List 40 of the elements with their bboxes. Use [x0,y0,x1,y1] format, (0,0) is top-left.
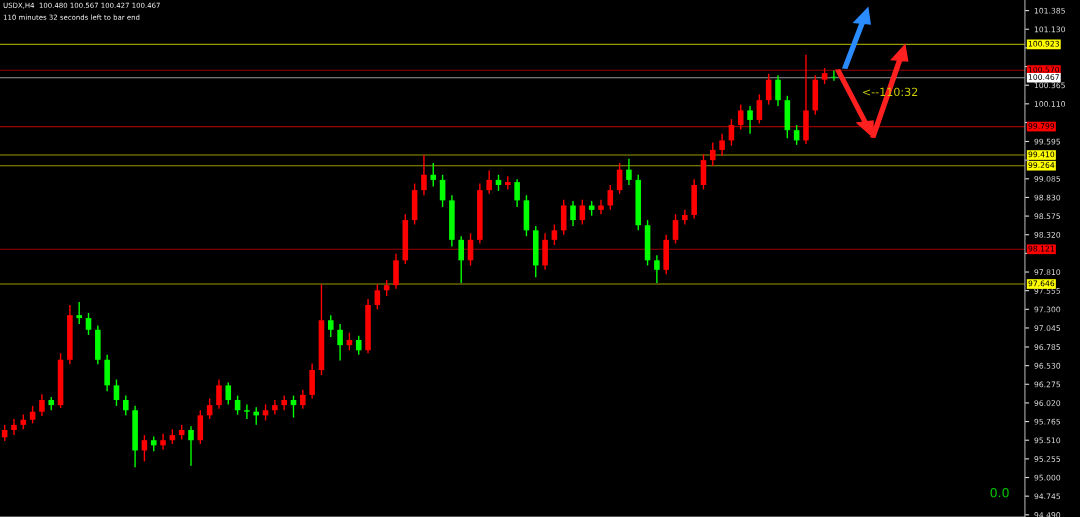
candlestick [39,393,45,417]
candlestick [458,235,465,284]
candlestick [300,389,306,410]
candlestick [355,334,362,356]
candlestick [672,213,679,245]
candlestick [216,378,222,410]
candlestick [831,69,837,82]
candlestick [775,74,781,107]
candlestick [421,154,427,196]
candlestick [514,178,520,208]
candlestick [747,105,753,135]
candlestick [709,141,716,167]
candlestick [756,93,763,125]
annotation: 0.0 [990,487,1009,498]
candlestick [272,399,278,416]
candlestick [607,184,614,211]
candlestick [122,394,129,417]
candlestick [374,283,381,311]
candlestick [188,425,194,467]
candlestick [76,301,82,325]
candlestick [327,314,334,338]
candlestick [113,378,120,407]
candlestick [430,162,437,188]
candlestick [626,157,632,186]
candlestick [225,381,232,406]
candlestick [160,432,166,451]
candlestick [551,223,558,246]
candlestick [281,394,287,411]
candlestick [579,198,586,226]
candlestick [244,403,250,420]
candlestick [682,209,688,226]
candlestick [337,323,343,362]
candlestick [719,133,725,157]
candlestick [598,198,604,215]
candlestick [11,418,17,436]
candlestick [486,169,492,195]
candlestick [570,200,576,227]
candlestick [85,312,92,336]
candlestick [654,254,660,284]
candlestick [737,103,744,131]
